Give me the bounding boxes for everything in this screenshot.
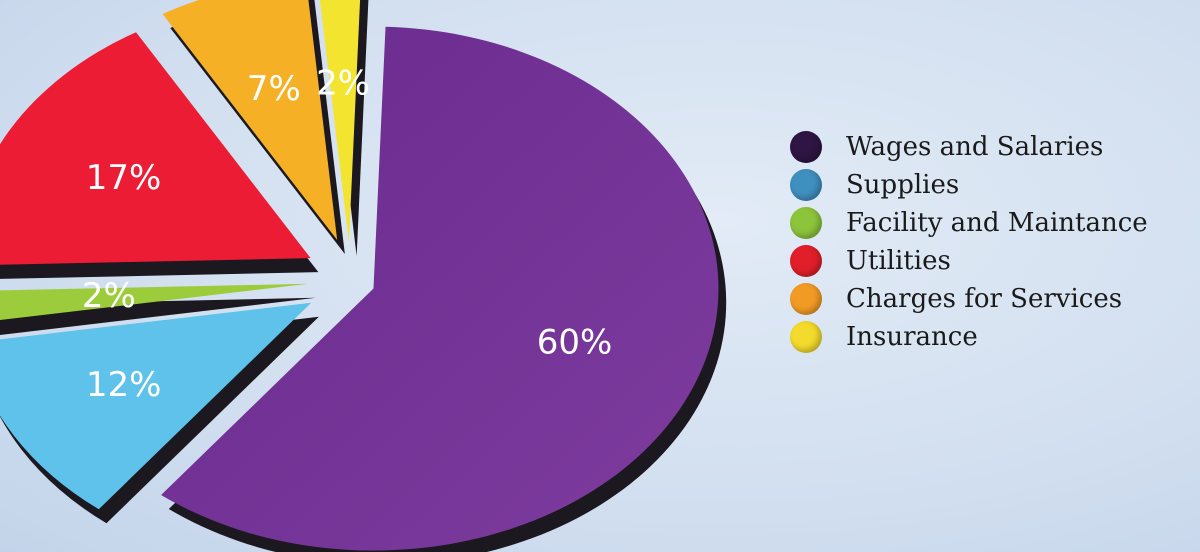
pie-slice-wages-and-salaries xyxy=(161,26,719,551)
legend: Wages and Salaries Supplies Facility and M… xyxy=(790,128,1148,356)
legend-label-supplies: Supplies xyxy=(846,170,960,200)
legend-label-wages-and-salaries: Wages and Salaries xyxy=(846,132,1104,162)
legend-label-insurance: Insurance xyxy=(846,322,978,352)
legend-swatch-charges-for-services xyxy=(790,283,822,315)
slice-layer xyxy=(0,0,719,551)
legend-item-facility-and-maintance: Facility and Maintance xyxy=(790,204,1148,242)
slice-label-layer: 60% 12% 2% 17% 7% 2% xyxy=(82,63,612,404)
legend-label-charges-for-services: Charges for Services xyxy=(846,284,1123,314)
legend-swatch-utilities xyxy=(790,245,822,277)
legend-item-utilities: Utilities xyxy=(790,242,1148,280)
legend-label-facility-and-maintance: Facility and Maintance xyxy=(846,208,1148,238)
pie-slice-utilities xyxy=(0,32,311,265)
slice-value-label-wages-and-salaries: 60% xyxy=(537,323,613,363)
pie-slice-facility-and-maintance xyxy=(0,283,309,321)
slice-value-label-supplies: 12% xyxy=(86,365,162,405)
legend-swatch-supplies xyxy=(790,169,822,201)
pie-slice-charges-for-services xyxy=(162,0,338,241)
legend-swatch-wages-and-salaries xyxy=(790,131,822,163)
legend-swatch-insurance xyxy=(790,321,822,353)
slice-value-label-insurance: 2% xyxy=(316,63,370,103)
legend-swatch-facility-and-maintance xyxy=(790,207,822,239)
legend-item-wages-and-salaries: Wages and Salaries xyxy=(790,128,1148,166)
pie-slice-insurance xyxy=(319,0,361,243)
pie-slice-supplies xyxy=(0,302,312,510)
legend-item-insurance: Insurance xyxy=(790,318,1148,356)
pie-chart: 60% 12% 2% 17% 7% 2% xyxy=(0,0,727,552)
legend-label-utilities: Utilities xyxy=(846,246,951,276)
slice-value-label-utilities: 17% xyxy=(86,158,162,198)
legend-item-charges-for-services: Charges for Services xyxy=(790,280,1148,318)
slice-value-label-facility-and-maintance: 2% xyxy=(82,276,136,316)
slice-value-label-charges-for-services: 7% xyxy=(247,69,301,109)
legend-item-supplies: Supplies xyxy=(790,166,1148,204)
